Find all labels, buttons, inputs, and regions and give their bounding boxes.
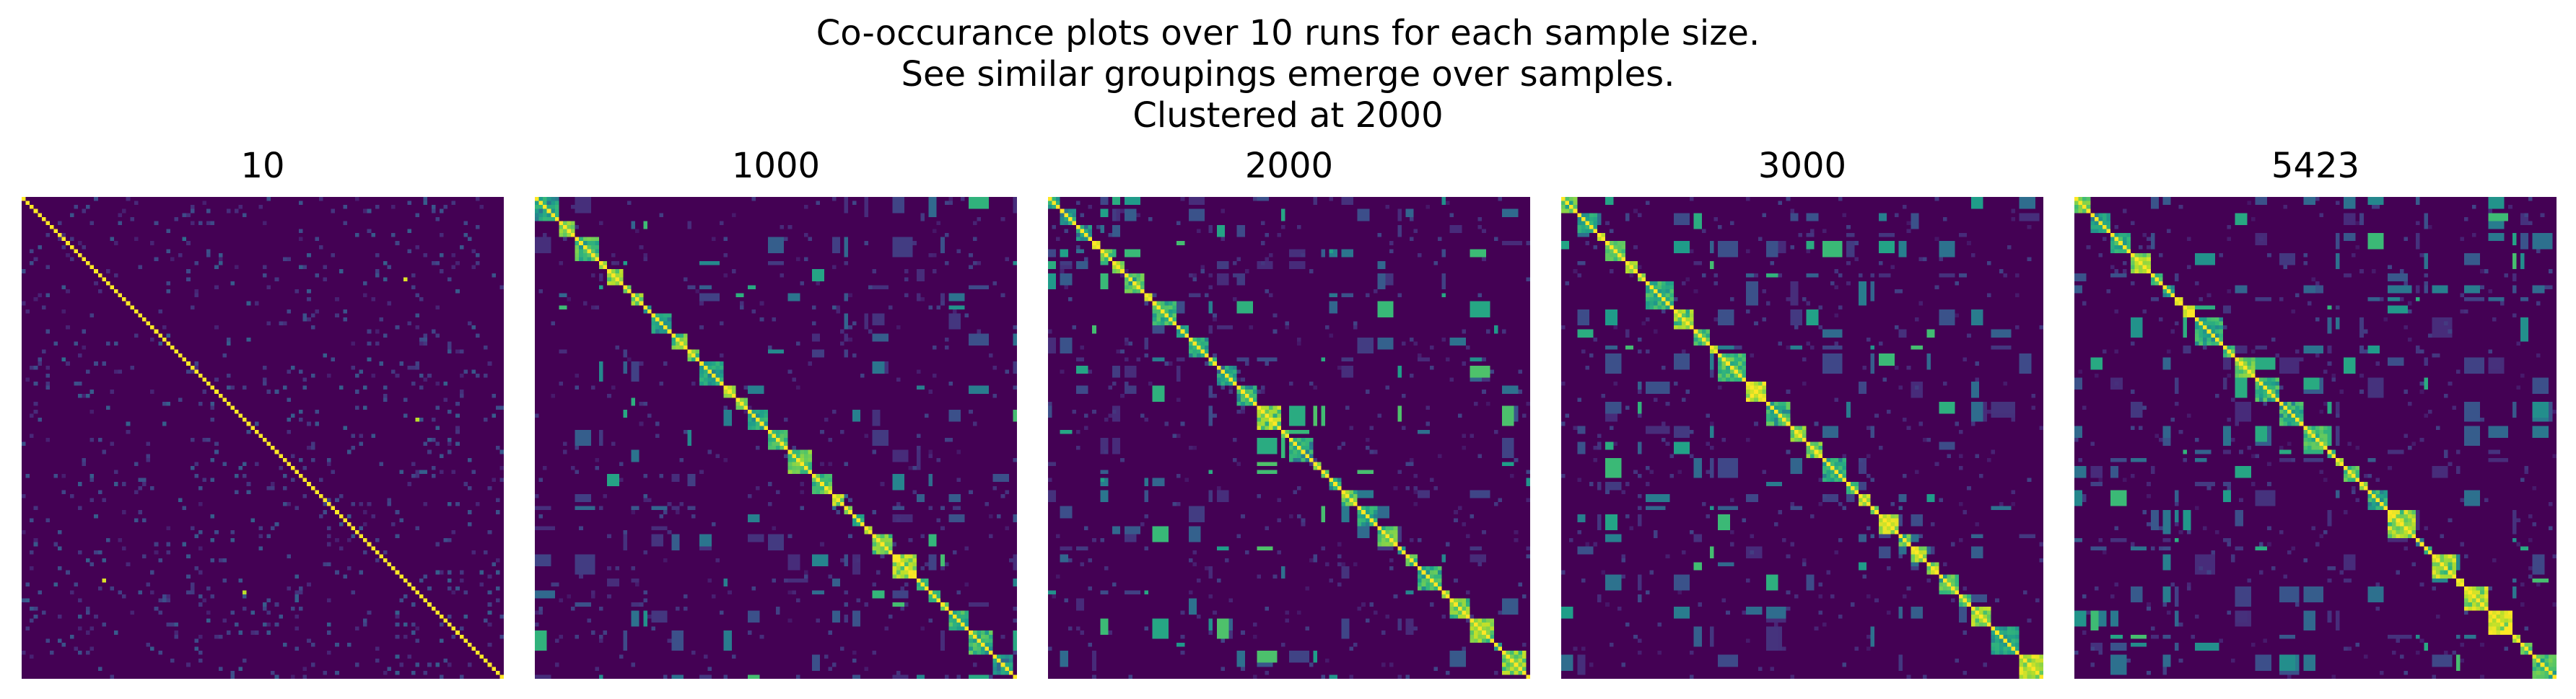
cooccurrence-heatmap: [2074, 197, 2557, 679]
cooccurrence-heatmap: [535, 197, 1017, 679]
cooccurrence-heatmap: [22, 197, 504, 679]
figure-title: Co-occurance plots over 10 runs for each…: [0, 13, 2576, 136]
figure-title-line-3: Clustered at 2000: [1132, 95, 1444, 136]
figure-title-line-2: See similar groupings emerge over sample…: [901, 54, 1675, 94]
panel-title: 3000: [1758, 146, 1847, 186]
cooccurrence-heatmap: [1048, 197, 1530, 679]
panel-title: 2000: [1244, 146, 1334, 186]
figure-title-line-1: Co-occurance plots over 10 runs for each…: [816, 13, 1760, 53]
panel-title: 5423: [2271, 146, 2360, 186]
panel-title: 1000: [731, 146, 821, 186]
cooccurrence-heatmap: [1561, 197, 2043, 679]
panel-title: 10: [240, 146, 285, 186]
